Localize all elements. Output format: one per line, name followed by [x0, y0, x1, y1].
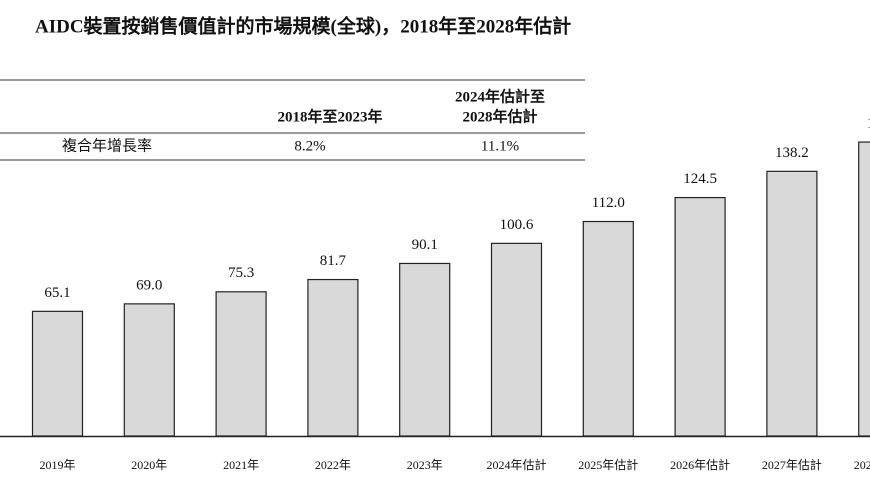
value-label: 153.5	[867, 115, 870, 131]
x-tick-label: 2028年估計	[854, 457, 870, 472]
value-label: 81.7	[320, 253, 347, 269]
table-cell: 11.1%	[481, 138, 519, 154]
x-tick-label: 2027年估計	[762, 457, 822, 472]
bar	[490, 242, 543, 437]
table-header: 2024年估計至	[455, 87, 545, 105]
table-row-label: 複合年增長率	[62, 137, 152, 154]
value-label: 100.6	[500, 217, 534, 233]
value-label: 138.2	[775, 145, 809, 161]
x-tick-label: 2025年估計	[578, 457, 638, 472]
x-tick-label: 2020年	[131, 458, 167, 472]
value-label: 65.1	[44, 285, 70, 301]
x-tick-label: 2023年	[407, 458, 443, 472]
bar	[582, 220, 634, 437]
bar	[674, 196, 726, 437]
x-tick-label: 2024年估計	[486, 457, 546, 472]
bar	[307, 278, 359, 437]
bar	[123, 303, 175, 437]
x-tick-label: 2019年	[39, 458, 75, 472]
bar	[858, 141, 870, 437]
table-cell: 8.2%	[294, 138, 325, 154]
x-tick-label: 2026年估計	[670, 457, 730, 472]
chart-title: AIDC裝置按銷售價值計的市場規模(全球)，2018年至2028年估計	[35, 14, 571, 37]
x-tick-label: 2021年	[223, 458, 259, 472]
x-tick-label: 2022年	[315, 458, 351, 472]
bar	[215, 291, 267, 437]
value-label: 90.1	[412, 237, 438, 253]
value-label: 124.5	[683, 171, 717, 187]
value-label: 75.3	[228, 265, 254, 281]
bar	[31, 310, 84, 437]
value-label: 112.0	[592, 195, 625, 211]
value-label: 69.0	[136, 277, 162, 293]
table-header: 2028年估計	[462, 107, 537, 125]
bar	[399, 262, 451, 437]
table-header: 2018年至2023年	[277, 107, 382, 125]
bar	[766, 170, 818, 437]
